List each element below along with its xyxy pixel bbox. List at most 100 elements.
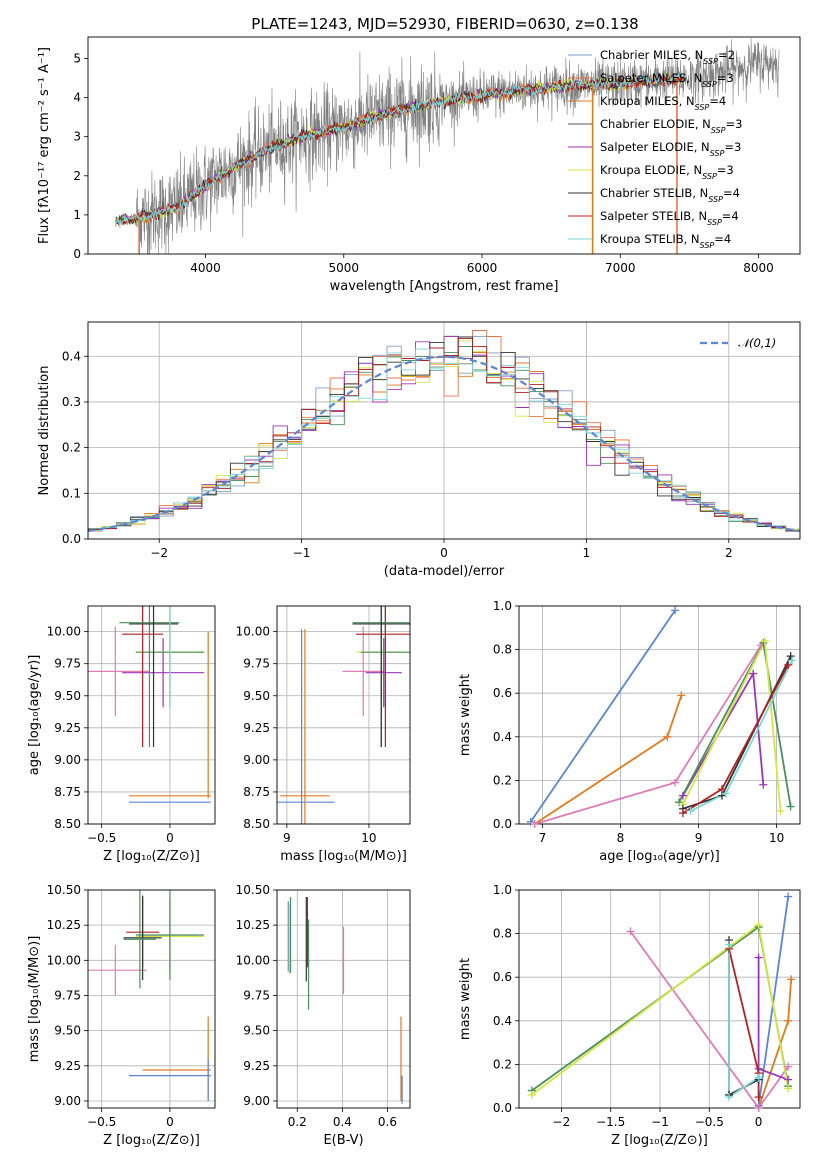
y-tick-label: 2 — [73, 169, 81, 183]
y-tick-label: 0 — [73, 247, 81, 261]
y-tick-label: 3 — [73, 130, 81, 144]
weight-series-line — [535, 695, 682, 824]
legend-entry-value: =4 — [722, 209, 739, 223]
y-axis-label: mass weight — [458, 958, 473, 1040]
weight-series-line — [679, 643, 791, 807]
x-axis-label: E(B-V) — [323, 1133, 363, 1148]
legend-entry-value: =4 — [714, 232, 731, 246]
x-tick-label: −1 — [651, 1115, 669, 1129]
y-tick-label: 9.25 — [54, 1059, 81, 1073]
x-tick-label: 7 — [539, 831, 547, 845]
weight-point-marker — [787, 803, 795, 811]
plot-residuals: −2−10120.00.10.20.30.4(data-model)/error… — [37, 322, 800, 579]
plot-weight-vs-Z: −2−1.5−1−0.500.00.20.40.60.81.0Z [log₁₀(… — [458, 883, 800, 1148]
y-tick-label: 9.75 — [243, 988, 270, 1002]
legend-entry-value: =2 — [718, 48, 735, 62]
legend-entry-text: Salpeter STELIB, N — [600, 209, 707, 223]
y-axis-label: mass [log₁₀(M/M⊙)] — [27, 936, 42, 1063]
legend-entry-subscript: SSP — [710, 149, 725, 158]
x-tick-label: 0 — [755, 1115, 763, 1129]
y-tick-label: 0.4 — [493, 730, 512, 744]
x-tick-label: −2 — [553, 1115, 571, 1129]
x-tick-label: 9 — [695, 831, 703, 845]
x-tick-label: 10 — [361, 831, 376, 845]
plot-frame — [277, 606, 410, 824]
x-axis-label: wavelength [Angstrom, rest frame] — [330, 279, 559, 294]
x-tick-label: 5000 — [328, 261, 359, 275]
x-axis-label: age [log₁₀(age/yr)] — [599, 849, 720, 864]
y-tick-label: 10.25 — [236, 918, 270, 932]
y-tick-label: 1.0 — [493, 883, 512, 897]
x-tick-label: 1 — [583, 546, 591, 560]
y-tick-label: 10.25 — [47, 918, 81, 932]
y-tick-label: 8.75 — [243, 785, 270, 799]
x-axis-label: mass [log₁₀(M/M⊙)] — [280, 849, 407, 864]
y-axis-label: mass weight — [458, 674, 473, 756]
x-tick-label: −1.5 — [596, 1115, 625, 1129]
y-tick-label: 0.0 — [493, 817, 512, 831]
plot-mass-vs-EBV: 0.20.40.69.009.259.509.7510.0010.2510.50… — [236, 883, 410, 1148]
y-tick-label: 0.1 — [62, 486, 81, 500]
x-tick-label: −0.5 — [87, 1115, 116, 1129]
legend-entry-value: =4 — [723, 186, 740, 200]
weight-point-marker — [759, 781, 767, 789]
x-tick-label: 4000 — [190, 261, 221, 275]
legend-entry: Kroupa STELIB, NSSP=4 — [600, 232, 731, 250]
plot-spectrum: 40005000600070008000012345wavelength [An… — [37, 37, 800, 294]
y-tick-label: 9.50 — [54, 1024, 81, 1038]
y-tick-label: 0.2 — [493, 1057, 512, 1071]
x-tick-label: 6000 — [467, 261, 498, 275]
y-tick-label: 9.75 — [54, 988, 81, 1002]
legend-entry-text: Chabrier ELODIE, N — [600, 117, 711, 131]
legend-entry-text: Salpeter MILES, N — [600, 71, 702, 85]
plot-weight-vs-age: 789100.00.20.40.60.81.0age [log₁₀(age/yr… — [458, 599, 800, 864]
y-tick-label: 8.75 — [54, 785, 81, 799]
y-tick-label: 0.8 — [493, 927, 512, 941]
y-tick-label: 0.6 — [493, 970, 512, 984]
plot-area — [288, 897, 402, 1104]
legend-entry: Chabrier STELIB, NSSP=4 — [600, 186, 740, 204]
y-tick-label: 9.00 — [54, 753, 81, 767]
legend-entry-value: =3 — [724, 140, 741, 154]
y-tick-label: 0.2 — [493, 773, 512, 787]
legend-entry-text: Chabrier STELIB, N — [600, 186, 708, 200]
y-tick-label: 9.00 — [243, 753, 270, 767]
y-tick-label: 10.00 — [236, 625, 270, 639]
plot-age-vs-Z: −0.508.508.759.009.259.509.7510.00Z [log… — [27, 498, 215, 864]
weight-point-marker — [776, 807, 784, 815]
x-axis-label: Z [log₁₀(Z/Z⊙)] — [103, 1133, 200, 1148]
y-tick-label: 0.4 — [62, 349, 81, 363]
x-tick-label: −0.5 — [87, 831, 116, 845]
y-axis-label: Flux [fλ10⁻¹⁷ erg cm⁻² s⁻¹ A⁻¹] — [37, 47, 52, 244]
y-tick-label: 9.00 — [54, 1094, 81, 1108]
legend-entry-subscript: SSP — [711, 126, 726, 135]
legend-entry-value: =3 — [726, 117, 743, 131]
weight-point-marker — [787, 975, 795, 983]
y-tick-label: 0.2 — [62, 441, 81, 455]
x-tick-label: −0.5 — [695, 1115, 724, 1129]
legend-entry-subscript: SSP — [708, 195, 723, 204]
weight-point-marker — [679, 809, 687, 817]
legend-entry-value: =3 — [717, 163, 734, 177]
legend-entry-value: =4 — [709, 94, 726, 108]
legend-entry-subscript: SSP — [702, 80, 717, 89]
legend-entry: Salpeter ELODIE, NSSP=3 — [600, 140, 741, 158]
y-tick-label: 9.25 — [243, 1059, 270, 1073]
legend-entry-subscript: SSP — [700, 241, 715, 250]
legend-entry-text: Chabrier MILES, N — [600, 48, 703, 62]
legend-entry-text: Kroupa STELIB, N — [600, 232, 700, 246]
weight-point-marker — [784, 893, 792, 901]
plot-area — [532, 897, 791, 1109]
weight-point-marker — [687, 807, 695, 815]
weight-series-line — [729, 940, 759, 1095]
y-tick-label: 5 — [73, 52, 81, 66]
y-tick-label: 9.50 — [54, 689, 81, 703]
legend-entry-subscript: SSP — [703, 57, 718, 66]
y-tick-label: 8.50 — [243, 817, 270, 831]
y-tick-label: 1 — [73, 208, 81, 222]
x-tick-label: 0.6 — [378, 1115, 397, 1129]
weight-point-marker — [677, 691, 685, 699]
y-tick-label: 10.00 — [47, 953, 81, 967]
y-tick-label: 9.25 — [54, 721, 81, 735]
weight-point-marker — [787, 652, 795, 660]
